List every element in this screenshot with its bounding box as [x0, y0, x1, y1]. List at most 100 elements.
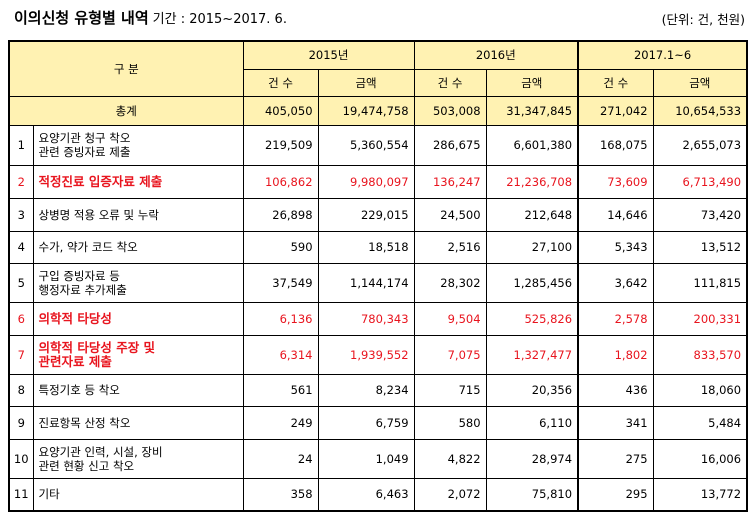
- count-cell: 436: [577, 373, 654, 407]
- amount-cell: 1,939,552: [317, 334, 415, 375]
- amount-cell: 2,655,073: [652, 124, 748, 166]
- count-cell: 561: [242, 373, 319, 407]
- row-number: 9: [8, 405, 34, 440]
- count-cell: 9,504: [413, 301, 487, 336]
- row-number: 4: [8, 230, 34, 264]
- row-label-line: 행정자료 추가제출: [38, 282, 127, 297]
- amount-header: 금액: [652, 68, 748, 97]
- count-header: 건 수: [413, 68, 487, 97]
- row-label-line: 진료항목 산정 착오: [38, 415, 131, 430]
- count-cell: 295: [577, 477, 654, 512]
- count-cell: 286,675: [413, 124, 487, 166]
- count-cell: 1,802: [577, 334, 654, 375]
- amount-cell: 13,772: [652, 477, 748, 512]
- year-header: 2017.1~6: [577, 40, 748, 70]
- total-cell: 405,050: [242, 95, 319, 126]
- row-number: 7: [8, 334, 34, 375]
- count-cell: 715: [413, 373, 487, 407]
- row-label-line: 의학적 타당성 주장 및: [38, 339, 156, 355]
- table-row: 7 의학적 타당성 주장 및 관련자료 제출 6,314 1,939,552 7,075 1…: [8, 334, 748, 375]
- amount-cell: 111,815: [652, 262, 748, 303]
- amount-cell: 1,049: [317, 438, 415, 479]
- count-cell: 3,642: [577, 262, 654, 303]
- table-row: 3 상병명 적용 오류 및 누락 26,898 229,015 24,500 212,64…: [8, 197, 748, 232]
- table-row: 2 적정진료 입증자료 제출 106,862 9,980,097 136,247 21,2…: [8, 164, 748, 199]
- row-number: 5: [8, 262, 34, 303]
- count-cell: 219,509: [242, 124, 319, 166]
- amount-cell: 525,826: [485, 301, 579, 336]
- total-label: 총계: [8, 95, 244, 126]
- table-row: 5 구입 증빙자료 등 행정자료 추가제출 37,549 1,144,174 28,302…: [8, 262, 748, 303]
- amount-cell: 6,463: [317, 477, 415, 512]
- amount-cell: 6,713,490: [652, 164, 748, 199]
- row-label-line: 요양기관 인력, 시설, 장비: [38, 444, 163, 459]
- amount-cell: 8,234: [317, 373, 415, 407]
- row-label: 요양기관 청구 착오 관련 증빙자료 제출: [32, 124, 244, 166]
- total-row: 총계 405,050 19,474,758 503,008 31,347,845…: [8, 95, 748, 126]
- amount-cell: 5,484: [652, 405, 748, 440]
- amount-cell: 1,285,456: [485, 262, 579, 303]
- page-title: 이의신청 유형별 내역 기간 : 2015~2017. 6.: [14, 7, 287, 28]
- row-number: 10: [8, 438, 34, 479]
- amount-cell: 13,512: [652, 230, 748, 264]
- unit-label: (단위: 건, 천원): [661, 12, 745, 27]
- row-label-line: 관련 현황 신고 착오: [38, 458, 135, 473]
- row-label: 상병명 적용 오류 및 누락: [32, 197, 244, 232]
- table-row: 8 특정기호 등 착오 561 8,234 715 20,356 436 18,060: [8, 373, 748, 407]
- count-cell: 358: [242, 477, 319, 512]
- count-header: 건 수: [577, 68, 654, 97]
- amount-cell: 9,980,097: [317, 164, 415, 199]
- count-cell: 2,072: [413, 477, 487, 512]
- amount-cell: 780,343: [317, 301, 415, 336]
- amount-cell: 6,759: [317, 405, 415, 440]
- row-number: 2: [8, 164, 34, 199]
- row-label-line: 요양기관 청구 착오: [38, 131, 131, 145]
- amount-cell: 21,236,708: [485, 164, 579, 199]
- amount-cell: 18,518: [317, 230, 415, 264]
- amount-cell: 28,974: [485, 438, 579, 479]
- amount-cell: 1,327,477: [485, 334, 579, 375]
- row-label-line: 구입 증빙자료 등: [38, 268, 120, 283]
- row-label: 적정진료 입증자료 제출: [32, 164, 244, 199]
- row-label: 진료항목 산정 착오: [32, 405, 244, 440]
- row-label: 의학적 타당성 주장 및 관련자료 제출: [32, 334, 244, 375]
- row-label-line: 관련자료 제출: [38, 353, 112, 369]
- amount-cell: 73,420: [652, 197, 748, 232]
- amount-header: 금액: [317, 68, 415, 97]
- table-row: 9 진료항목 산정 착오 249 6,759 580 6,110 341 5,484: [8, 405, 748, 440]
- amount-cell: 5,360,554: [317, 124, 415, 166]
- amount-cell: 212,648: [485, 197, 579, 232]
- row-label: 기타: [32, 477, 244, 512]
- table-row: 11 기타 358 6,463 2,072 75,810 295 13,772: [8, 477, 748, 512]
- count-header: 건 수: [242, 68, 319, 97]
- row-label: 요양기관 인력, 시설, 장비 관련 현황 신고 착오: [32, 438, 244, 479]
- row-label-line: 적정진료 입증자료 제출: [38, 173, 163, 189]
- total-cell: 503,008: [413, 95, 487, 126]
- objection-type-table: 구 분 2015년 2016년 2017.1~6 건 수 금액 건 수 금액 건…: [8, 40, 749, 512]
- amount-cell: 229,015: [317, 197, 415, 232]
- amount-cell: 20,356: [485, 373, 579, 407]
- corner-header: 구 분: [8, 40, 244, 97]
- count-cell: 24,500: [413, 197, 487, 232]
- count-cell: 24: [242, 438, 319, 479]
- count-cell: 73,609: [577, 164, 654, 199]
- count-cell: 14,646: [577, 197, 654, 232]
- amount-cell: 18,060: [652, 373, 748, 407]
- amount-cell: 200,331: [652, 301, 748, 336]
- row-label: 의학적 타당성: [32, 301, 244, 336]
- row-label-line: 수가, 약가 코드 착오: [38, 240, 138, 254]
- count-cell: 7,075: [413, 334, 487, 375]
- amount-cell: 27,100: [485, 230, 579, 264]
- row-number: 3: [8, 197, 34, 232]
- row-number: 11: [8, 477, 34, 512]
- period-text: 기간 : 2015~2017. 6.: [152, 12, 287, 27]
- total-cell: 10,654,533: [652, 95, 748, 126]
- count-cell: 136,247: [413, 164, 487, 199]
- count-cell: 341: [577, 405, 654, 440]
- amount-cell: 16,006: [652, 438, 748, 479]
- count-cell: 590: [242, 230, 319, 264]
- amount-cell: 6,601,380: [485, 124, 579, 166]
- row-number: 6: [8, 301, 34, 336]
- count-cell: 26,898: [242, 197, 319, 232]
- count-cell: 2,516: [413, 230, 487, 264]
